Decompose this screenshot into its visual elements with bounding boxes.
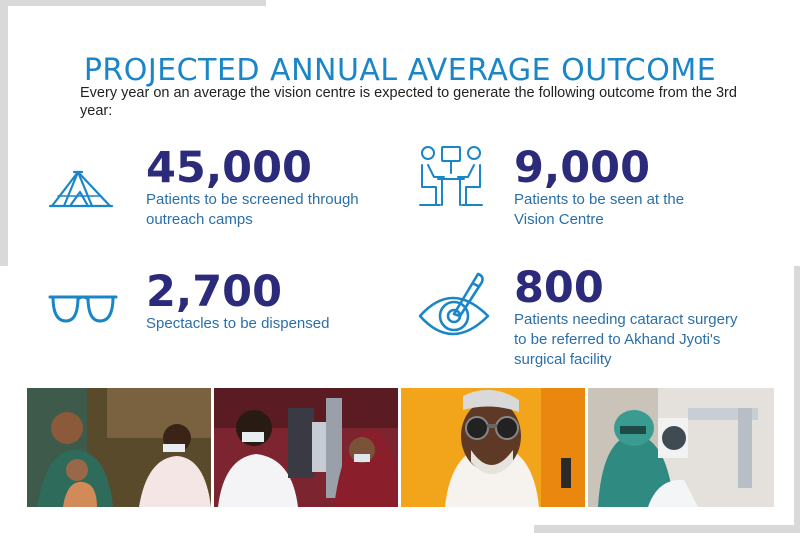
spectacles-icon [48,291,118,325]
stat-number: 800 [514,263,604,313]
eye-surgery-icon [416,270,492,350]
stat-cataract-referrals: 800 Patients needing cataract surgery to… [514,266,737,370]
slit-lamp-exam-photo [214,388,398,507]
outreach-camp-photo [27,388,211,507]
stat-description-line: Patients to be screened through [146,191,359,208]
stat-number: 9,000 [514,143,651,193]
trial-frame-photo [401,388,585,507]
stat-seen-at-centre: 9,000 Patients to be seen at the Vision … [514,146,684,230]
stat-number: 2,700 [146,267,283,317]
stat-screened: 45,000 Patients to be screened through o… [146,146,359,230]
stat-spectacles: 2,700 Spectacles to be dispensed [146,270,329,334]
surgery-photo [588,388,774,507]
stat-description-line: surgical facility [514,351,612,368]
stat-description-line: outreach camps [146,211,253,228]
photo-strip [27,388,774,507]
stat-description-line: Spectacles to be dispensed [146,315,330,332]
frame-accent-bottom [534,525,800,533]
stat-description-line: Patients to be seen at the [514,191,685,208]
frame-accent-right [794,266,800,533]
frame-accent-top [0,0,266,6]
tent-icon [48,166,114,210]
stat-description-line: Patients needing cataract surgery [514,311,738,328]
page-title: PROJECTED ANNUAL AVERAGE OUTCOME [83,53,717,89]
stat-number: 45,000 [146,143,312,193]
stat-description-line: to be referred to Akhand Jyoti's [514,331,721,348]
frame-accent-left [0,0,8,266]
intro-text: Every year on an average the vision cent… [80,85,737,119]
consultation-icon [418,143,484,209]
stat-description-line: Vision Centre [514,211,604,228]
